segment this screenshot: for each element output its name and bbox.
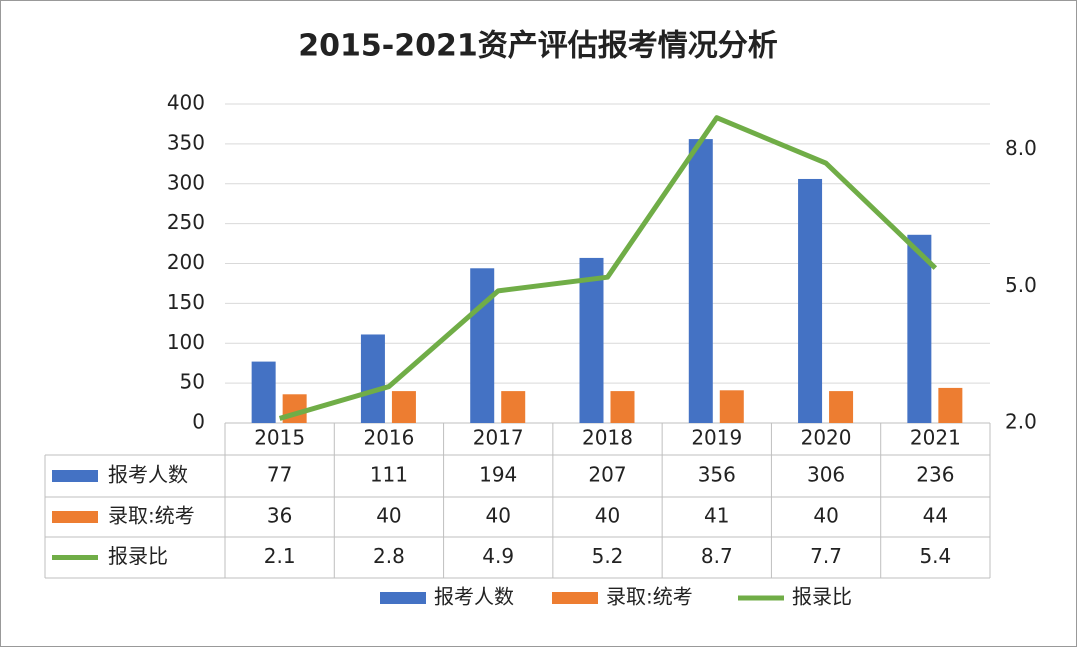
bar: [688, 139, 713, 423]
table-cell: 207: [588, 463, 626, 487]
x-tick-label: 2017: [473, 426, 524, 450]
y-tick-label: 150: [167, 290, 205, 314]
y-tick-label: 250: [167, 210, 205, 234]
legend-label: 录取:统考: [606, 585, 693, 609]
y-tick-label: 200: [167, 250, 205, 274]
bar: [610, 391, 635, 423]
y2-tick-label: 2.0: [1005, 410, 1037, 434]
line: [278, 115, 938, 421]
bar: [470, 268, 495, 423]
y2-tick-label: 5.0: [1005, 273, 1037, 297]
legend-label: 报考人数: [434, 585, 514, 609]
bar: [938, 387, 963, 423]
table-cell: 40: [376, 504, 401, 528]
table-cell: 41: [704, 504, 729, 528]
table-cell: 40: [813, 504, 838, 528]
y-tick-label: 300: [167, 170, 205, 194]
table-series-name: 录取:统考: [108, 504, 195, 528]
legend-label: 报录比: [792, 585, 852, 609]
table-cell: 111: [370, 463, 408, 487]
table-cell: 5.4: [919, 544, 951, 568]
table-cell: 4.9: [482, 544, 514, 568]
y-tick-label: 0: [192, 410, 205, 434]
table-series-name: 报考人数: [108, 463, 188, 487]
bar: [719, 390, 744, 423]
x-tick-label: 2018: [582, 426, 633, 450]
x-tick-label: 2015: [254, 426, 305, 450]
table-cell: 5.2: [592, 544, 624, 568]
table-cell: 236: [916, 463, 954, 487]
y2-tick-label: 8.0: [1005, 136, 1037, 160]
table-cell: 36: [267, 504, 292, 528]
y-tick-label: 50: [180, 370, 205, 394]
y-tick-label: 400: [167, 91, 205, 115]
x-tick-label: 2016: [363, 426, 414, 450]
table-cell: 7.7: [810, 544, 842, 568]
table-cell: 194: [479, 463, 517, 487]
bar: [579, 257, 604, 423]
bar: [798, 178, 823, 423]
y-tick-label: 350: [167, 130, 205, 154]
table-series-name: 报录比: [108, 544, 168, 568]
bar: [360, 334, 385, 423]
table-cell: 306: [807, 463, 845, 487]
x-tick-label: 2020: [801, 426, 852, 450]
bar: [251, 361, 276, 423]
legend-key: [52, 511, 98, 523]
table-cell: 44: [923, 504, 948, 528]
legend-key: [380, 592, 426, 604]
table-cell: 8.7: [701, 544, 733, 568]
table-cell: 40: [485, 504, 510, 528]
chart-title: 2015-2021资产评估报考情况分析: [298, 29, 777, 64]
bar: [907, 234, 932, 423]
legend-key: [552, 592, 598, 604]
bar: [391, 391, 416, 423]
x-tick-label: 2021: [910, 426, 961, 450]
table-cell: 356: [698, 463, 736, 487]
x-tick-label: 2019: [691, 426, 742, 450]
bar: [829, 391, 854, 423]
table-cell: 2.1: [264, 544, 296, 568]
y-tick-label: 100: [167, 330, 205, 354]
bar: [501, 391, 526, 423]
table-cell: 40: [595, 504, 620, 528]
table-cell: 2.8: [373, 544, 405, 568]
table-cell: 77: [267, 463, 292, 487]
legend-key: [52, 470, 98, 482]
